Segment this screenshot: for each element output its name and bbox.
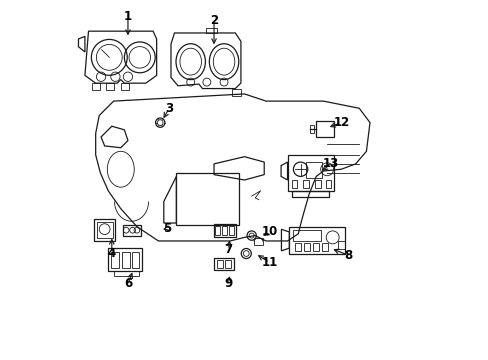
Bar (309, 126, 313, 133)
Bar (122, 252, 129, 268)
Bar (131, 252, 139, 268)
Bar (214, 224, 235, 237)
Bar (294, 243, 301, 251)
Bar (92, 83, 100, 90)
Bar (316, 121, 333, 137)
Bar (205, 28, 216, 33)
Text: 9: 9 (224, 278, 232, 291)
Text: 11: 11 (261, 256, 277, 269)
Text: 2: 2 (209, 14, 218, 27)
Bar (325, 180, 331, 188)
Bar (338, 240, 344, 249)
Bar (228, 226, 233, 235)
Bar (94, 220, 115, 241)
Bar (312, 243, 319, 251)
Text: 7: 7 (224, 243, 232, 256)
Bar (222, 226, 227, 235)
Bar (111, 252, 119, 268)
Bar (292, 230, 320, 242)
Bar (305, 162, 322, 178)
Bar (122, 225, 140, 235)
Bar (321, 243, 327, 251)
Bar (217, 260, 223, 268)
Bar (214, 258, 233, 270)
Bar (314, 180, 320, 188)
Bar (289, 226, 344, 253)
Bar (215, 226, 220, 235)
Bar (176, 173, 239, 225)
Text: 4: 4 (107, 247, 116, 260)
Text: 6: 6 (123, 278, 132, 291)
Text: 12: 12 (332, 116, 349, 129)
Bar (303, 243, 309, 251)
Text: 8: 8 (344, 249, 352, 262)
Bar (254, 238, 263, 245)
Text: 1: 1 (123, 10, 132, 23)
Bar (287, 155, 333, 191)
Bar (113, 271, 139, 276)
Text: 13: 13 (322, 157, 338, 170)
Bar (97, 222, 112, 238)
Bar (291, 180, 297, 188)
Bar (121, 83, 128, 90)
Bar (106, 83, 114, 90)
Bar (231, 89, 241, 96)
Bar (108, 248, 142, 271)
Text: 3: 3 (165, 102, 173, 115)
Bar (225, 260, 231, 268)
Text: 5: 5 (163, 222, 171, 235)
Text: 10: 10 (261, 225, 277, 238)
Bar (303, 180, 308, 188)
